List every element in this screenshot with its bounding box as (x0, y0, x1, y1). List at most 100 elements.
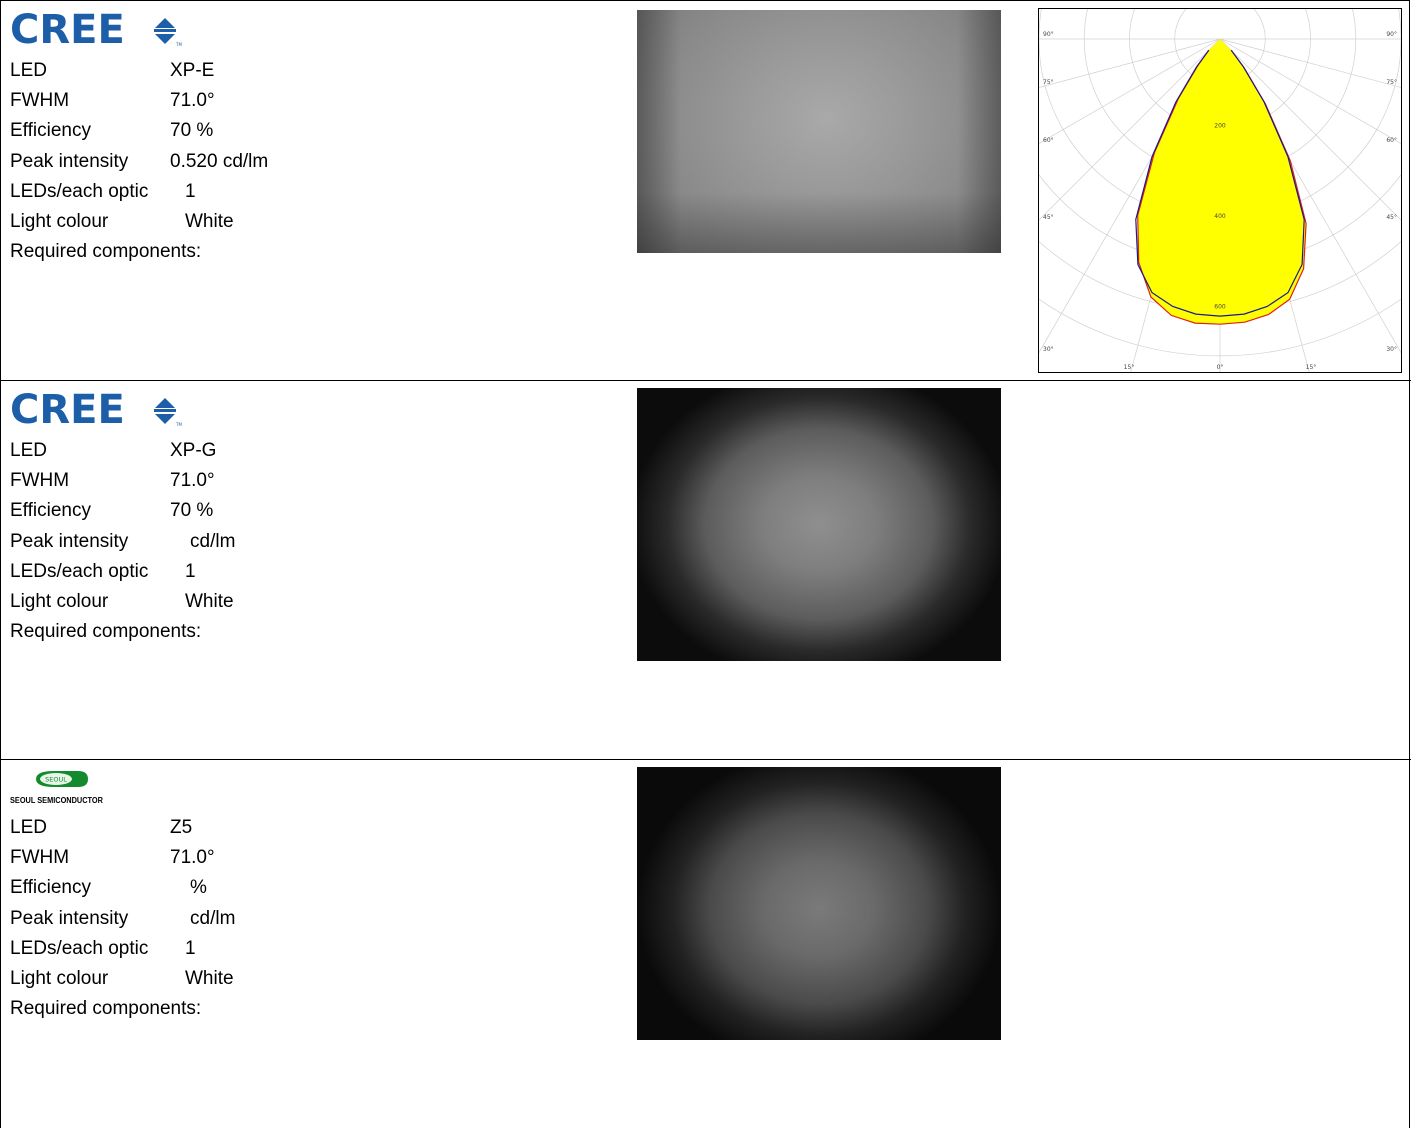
spec-value: 70 % (170, 120, 214, 142)
product-row-1: CREE TM LED XP-E FWHM 71.0° Efficiency 7… (1, 0, 1412, 447)
spec-label: Efficiency (10, 500, 91, 522)
angle-label: 60° (1043, 137, 1054, 144)
spec-value: 0.520 cd/lm (170, 150, 269, 172)
angle-label: 75° (1386, 79, 1397, 86)
spec-label: Peak intensity (10, 150, 129, 172)
spec-value: cd/lm (190, 907, 236, 929)
spec-label: FWHM (10, 470, 70, 492)
intensity-curve-blue (1135, 49, 1305, 317)
angle-label: 90° (1386, 31, 1397, 38)
radial-label: 600 (1214, 304, 1226, 311)
angle-label: 0° (1217, 364, 1224, 371)
product-row-3: SEOUL SEOUL SEMICONDUCTOR LED Z5 FWHM 71… (1, 760, 1411, 1129)
cree-logo: CREE TM (10, 7, 190, 53)
spec-label: Light colour (10, 210, 109, 232)
polar-grid-spoke (1219, 38, 1412, 151)
spec-label: LED (10, 60, 47, 81)
spec-value: White (185, 967, 234, 989)
svg-text:TM: TM (175, 422, 182, 426)
spec-label: Required components: (10, 998, 202, 1020)
spec-light-colour: Light colour White (10, 587, 570, 617)
spec-label: Light colour (10, 590, 109, 612)
spec-label: LEDs/each optic (10, 560, 149, 582)
spec-value: % (190, 877, 207, 899)
seoul-logo-text: SEOUL SEMICONDUCTOR (10, 796, 103, 805)
spec-peak-intensity: Peak intensity cd/lm (10, 904, 570, 934)
spec-label: Required components: (10, 241, 202, 263)
spec-label: LEDs/each optic (10, 180, 149, 202)
cree-logo-text: CREE (10, 387, 125, 433)
angle-label: 60° (1386, 137, 1397, 144)
spec-label: Peak intensity (10, 907, 129, 929)
spec-list: LED XP-E FWHM 71.0° Efficiency 70 % Peak… (10, 56, 570, 267)
angle-label: 15° (1306, 364, 1317, 371)
intensity-fill (1137, 39, 1307, 325)
cree-logo-text: CREE (10, 7, 125, 53)
spec-value: 1 (185, 560, 196, 582)
angle-label: 45° (1043, 214, 1054, 221)
svg-text:TM: TM (175, 42, 182, 46)
seoul-logo-badge-icon: SEOUL (36, 771, 88, 787)
polar-intensity-chart: 90° 75° 60° 45° 30° 90° 75° 60° 45° 30° 15° 0° 15° 20… (812, 0, 1412, 447)
cree-logo: CREE TM (10, 387, 190, 433)
spec-value: XP-E (170, 60, 215, 81)
beam-pattern-image (637, 10, 1001, 253)
spec-led: LED XP-E (10, 56, 570, 86)
spec-value: 71.0° (170, 847, 215, 869)
spec-led: LED XP-G (10, 436, 570, 466)
spec-efficiency: Efficiency 70 % (10, 496, 570, 526)
spec-efficiency: Efficiency 70 % (10, 116, 570, 146)
spec-value: 1 (185, 937, 196, 959)
polar-grid-spoke (1219, 38, 1412, 232)
spec-required-components: Required components: (10, 617, 570, 647)
spec-value: XP-G (170, 440, 217, 461)
spec-label: Required components: (10, 621, 202, 643)
spec-peak-intensity: Peak intensity 0.520 cd/lm (10, 147, 570, 177)
spec-value: 70 % (170, 500, 214, 522)
spec-value: White (185, 210, 234, 232)
seoul-badge-text: SEOUL (45, 776, 67, 784)
beam-pattern-image (637, 388, 1001, 661)
spec-label: Efficiency (10, 877, 91, 899)
spec-list: LED XP-G FWHM 71.0° Efficiency 70 % Peak… (10, 436, 570, 647)
beam-pattern-image (637, 767, 1001, 1040)
spec-list: LED Z5 FWHM 71.0° Efficiency % Peak inte… (10, 813, 570, 1024)
angle-label: 15° (1124, 364, 1135, 371)
spec-fwhm: FWHM 71.0° (10, 86, 570, 116)
spec-fwhm: FWHM 71.0° (10, 843, 570, 873)
cree-arrows-icon: TM (154, 18, 182, 46)
seoul-semiconductor-logo: SEOUL SEOUL SEMICONDUCTOR (10, 768, 140, 808)
angle-label: 75° (1043, 79, 1054, 86)
spec-light-colour: Light colour White (10, 207, 570, 237)
spec-light-colour: Light colour White (10, 964, 570, 994)
radial-label: 400 (1214, 213, 1226, 220)
spec-value: Z5 (170, 817, 193, 838)
spec-value: White (185, 590, 234, 612)
product-row-2: CREE TM LED XP-G FWHM 71.0° Efficiency 7… (1, 381, 1411, 760)
spec-required-components: Required components: (10, 237, 570, 267)
angle-label: 30° (1043, 346, 1054, 353)
spec-label: FWHM (10, 90, 70, 112)
radial-label: 200 (1214, 123, 1226, 130)
spec-fwhm: FWHM 71.0° (10, 466, 570, 496)
spec-required-components: Required components: (10, 994, 570, 1024)
spec-led: LED Z5 (10, 813, 570, 843)
spec-label: Light colour (10, 967, 109, 989)
spec-peak-intensity: Peak intensity cd/lm (10, 527, 570, 557)
cree-arrows-icon: TM (154, 398, 182, 426)
spec-label: LEDs/each optic (10, 937, 149, 959)
spec-value: 71.0° (170, 470, 215, 492)
polar-grid-spoke (1219, 38, 1412, 91)
spec-leds-per-optic: LEDs/each optic 1 (10, 177, 570, 207)
spec-value: 1 (185, 180, 196, 202)
angle-label: 45° (1386, 214, 1397, 221)
spec-label: Efficiency (10, 120, 91, 142)
angle-label: 30° (1386, 346, 1397, 353)
spec-label: FWHM (10, 847, 70, 869)
spec-leds-per-optic: LEDs/each optic 1 (10, 934, 570, 964)
spec-label: Peak intensity (10, 530, 129, 552)
spec-leds-per-optic: LEDs/each optic 1 (10, 557, 570, 587)
angle-label: 90° (1043, 31, 1054, 38)
spec-value: cd/lm (190, 530, 236, 552)
